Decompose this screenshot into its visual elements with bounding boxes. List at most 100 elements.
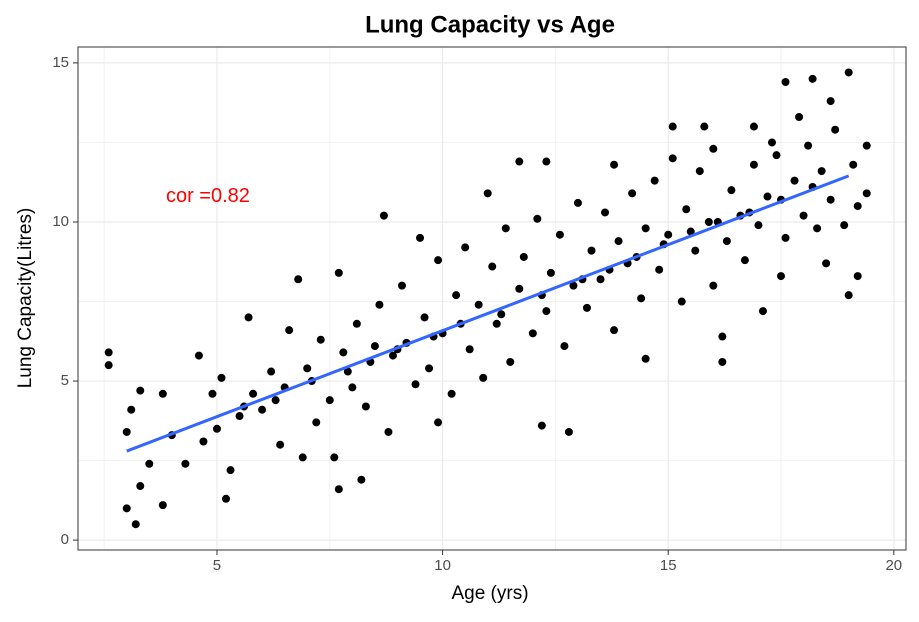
point	[212, 424, 221, 433]
point	[425, 364, 434, 373]
point	[537, 421, 546, 430]
y-tick-label: 15	[52, 54, 69, 71]
point	[668, 122, 677, 131]
y-axis-label: Lung Capacity(Litres)	[15, 208, 36, 389]
point	[434, 418, 443, 427]
point	[158, 501, 167, 510]
point	[831, 125, 840, 134]
point	[691, 246, 700, 255]
point	[542, 307, 551, 316]
point	[267, 367, 276, 376]
x-axis-label: Age (yrs)	[451, 583, 528, 604]
point	[844, 68, 853, 77]
point	[610, 160, 619, 169]
point	[181, 459, 190, 468]
point	[668, 154, 677, 163]
point	[352, 319, 361, 328]
chart-title: Lung Capacity vs Age	[365, 11, 615, 38]
point	[569, 281, 578, 290]
x-tick-label: 20	[885, 557, 902, 574]
point	[763, 192, 772, 201]
point	[826, 97, 835, 106]
point	[276, 440, 285, 449]
point	[799, 211, 808, 220]
point	[303, 364, 312, 373]
point	[104, 361, 113, 370]
point	[795, 112, 804, 121]
point	[718, 357, 727, 366]
point	[555, 230, 564, 239]
point	[695, 167, 704, 176]
point	[767, 138, 776, 147]
point	[533, 214, 542, 223]
point	[447, 389, 456, 398]
point	[244, 313, 253, 322]
point	[312, 418, 321, 427]
point	[249, 389, 258, 398]
point	[682, 205, 691, 214]
point	[817, 167, 826, 176]
point	[339, 348, 348, 357]
point	[546, 268, 555, 277]
point	[136, 482, 145, 491]
point	[384, 427, 393, 436]
point	[334, 485, 343, 494]
point	[452, 291, 461, 300]
point	[628, 189, 637, 198]
point	[718, 332, 727, 341]
point	[790, 176, 799, 185]
point	[677, 297, 686, 306]
x-tick-label: 15	[660, 557, 677, 574]
point	[474, 300, 483, 309]
point	[781, 77, 790, 86]
y-tick-label: 10	[52, 213, 69, 230]
point	[145, 459, 154, 468]
point	[348, 383, 357, 392]
point	[330, 453, 339, 462]
point	[361, 402, 370, 411]
annotation: cor =0.82	[166, 185, 250, 207]
point	[528, 329, 537, 338]
point	[461, 243, 470, 252]
point	[655, 265, 664, 274]
point	[826, 195, 835, 204]
point	[488, 262, 497, 271]
point	[258, 405, 267, 414]
point	[664, 230, 673, 239]
point	[822, 259, 831, 268]
point	[397, 281, 406, 290]
point	[194, 351, 203, 360]
point	[722, 237, 731, 246]
point	[122, 504, 131, 513]
point	[158, 389, 167, 398]
point	[849, 160, 858, 169]
point	[501, 224, 510, 233]
point	[506, 357, 515, 366]
point	[704, 217, 713, 226]
point	[388, 351, 397, 360]
point	[479, 373, 488, 382]
point	[226, 466, 235, 475]
point	[420, 313, 429, 322]
point	[434, 256, 443, 265]
point	[709, 281, 718, 290]
point	[862, 141, 871, 150]
point	[749, 160, 758, 169]
point	[217, 373, 226, 382]
point	[515, 284, 524, 293]
point	[686, 227, 695, 236]
point	[808, 74, 817, 83]
point	[375, 300, 384, 309]
point	[271, 396, 280, 405]
point	[637, 294, 646, 303]
point	[222, 494, 231, 503]
point	[465, 345, 474, 354]
point	[199, 437, 208, 446]
point	[610, 326, 619, 335]
point	[758, 307, 767, 316]
point	[298, 453, 307, 462]
trend-line	[126, 174, 850, 453]
point	[754, 221, 763, 230]
point	[853, 202, 862, 211]
point	[777, 272, 786, 281]
